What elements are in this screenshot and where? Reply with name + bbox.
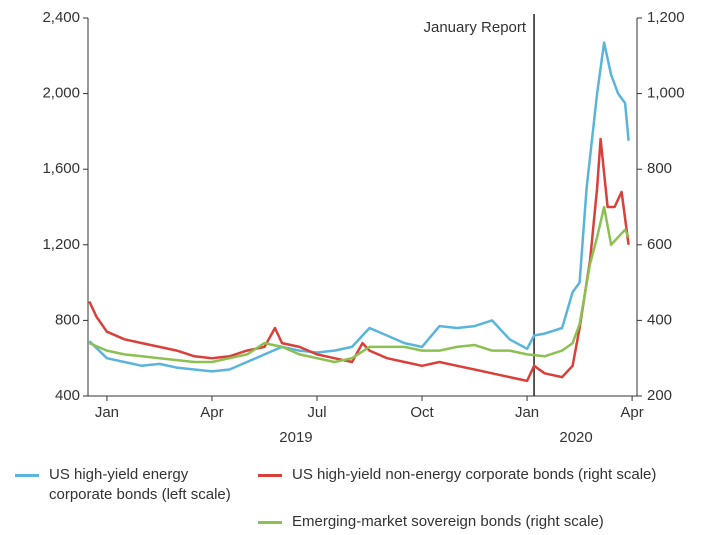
legend-label: Emerging-market sovereign bonds (right s… <box>292 513 604 530</box>
x-tick-label: Jul <box>307 404 326 421</box>
y2-tick-label: 800 <box>647 160 672 177</box>
y2-tick-label: 600 <box>647 236 672 253</box>
legend-item: Emerging-market sovereign bonds (right s… <box>258 512 718 532</box>
x-tick-label: Jan <box>95 404 119 421</box>
legend-item: US high-yield non-energy corporate bonds… <box>258 465 698 485</box>
y-tick-label: 2,000 <box>42 85 80 102</box>
legend-swatch <box>258 521 282 524</box>
y2-tick-label: 1,000 <box>647 85 685 102</box>
series-line <box>88 205 630 364</box>
y-tick-label: 400 <box>55 387 80 404</box>
series-line <box>88 137 630 383</box>
legend-item: US high-yield energy corporate bonds (le… <box>15 465 240 505</box>
annotation-label: January Report <box>424 19 527 36</box>
legend-swatch <box>15 474 39 477</box>
y2-tick-label: 1,200 <box>647 9 685 26</box>
series-line <box>88 41 630 373</box>
y-tick-label: 1,600 <box>42 160 80 177</box>
x-tick-label: Jan <box>515 404 539 421</box>
year-label: 2020 <box>559 429 592 446</box>
legend-label: US high-yield non-energy corporate bonds… <box>292 466 657 483</box>
y2-tick-label: 400 <box>647 311 672 328</box>
x-tick-label: Apr <box>620 404 643 421</box>
y-tick-label: 800 <box>55 311 80 328</box>
chart: January Report 400 800 1,200 1,600 2,000 2,40… <box>42 9 685 446</box>
y-tick-label: 2,400 <box>42 9 80 26</box>
x-tick-label: Oct <box>410 404 434 421</box>
year-label: 2019 <box>279 429 312 446</box>
legend-swatch <box>258 474 282 477</box>
y2-tick-label: 200 <box>647 387 672 404</box>
legend-label: US high-yield energy corporate bonds (le… <box>49 466 231 503</box>
y-tick-label: 1,200 <box>42 236 80 253</box>
x-tick-label: Apr <box>200 404 223 421</box>
